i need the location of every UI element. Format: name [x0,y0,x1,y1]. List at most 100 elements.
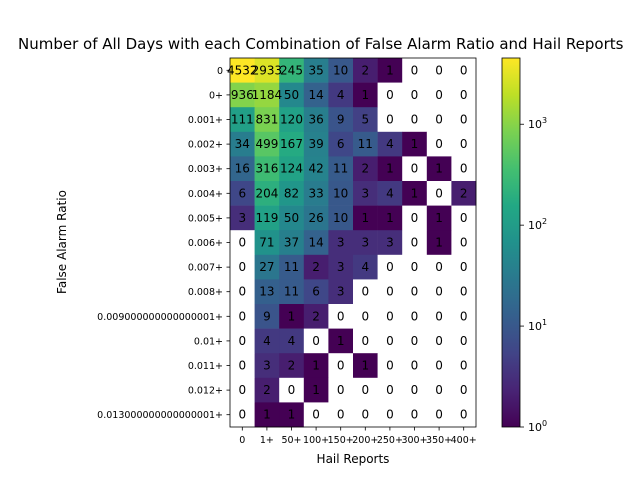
heatmap-cell [303,156,329,182]
heatmap-cell [426,377,452,403]
heatmap-cell [402,230,428,256]
heatmap-cell [353,254,378,280]
heatmap-cell [402,131,428,157]
cell-value-label: 0 [386,88,394,102]
heatmap-cell [353,353,378,379]
heatmap-cell [279,107,305,133]
cell-value-label: 0 [411,285,419,299]
x-tick-label: 150+ [328,435,354,446]
heatmap-cell [402,156,428,182]
cell-value-label: 0 [411,334,419,348]
colorbar-tick-label: 101 [528,318,547,333]
heatmap-cell [426,304,452,329]
cell-value-label: 1 [337,334,345,348]
cell-value-label: 0 [435,334,443,348]
cell-value-label: 2 [312,260,320,274]
heatmap-cell [328,279,354,305]
x-axis-ticks: 0 1+ 50+ 100+150+200+250+300+350+400+ [239,427,477,446]
cell-value-label: 1 [361,88,369,102]
y-tick-label: 0.001+ [188,115,223,126]
heatmap-cell [328,58,354,83]
cell-value-label: 2 [312,309,320,323]
heatmap-cell [279,377,305,403]
cell-value-label: 0 [435,260,443,274]
cell-value-label: 0 [238,309,246,323]
heatmap-cell [451,181,477,206]
heatmap-cell [377,181,403,206]
heatmap-cell [353,82,378,108]
cell-value-label: 0 [460,211,468,225]
heatmap-cell [353,205,378,231]
heatmap-cell [353,131,378,157]
cell-value-label: 204 [255,186,278,200]
cell-value-label: 0 [460,408,468,422]
cell-value-label: 35 [308,63,323,77]
heatmap-cell [451,131,477,157]
heatmap-cell [303,58,329,83]
cell-value-label: 2 [361,162,369,176]
cell-value-label: 0 [460,383,468,397]
cell-value-label: 124 [280,162,303,176]
cell-value-label: 39 [308,137,323,151]
heatmap-cell [279,131,305,157]
heatmap-cell [426,279,452,305]
heatmap-cell [230,107,255,133]
heatmap-cell [402,328,428,354]
cell-value-label: 0 [435,359,443,373]
y-tick-label: 0.004+ [188,189,223,200]
heatmap-cell [254,181,280,206]
heatmap-cell [279,181,305,206]
cell-value-label: 0 [361,285,369,299]
cell-value-label: 10 [333,63,348,77]
heatmap-cell [328,131,354,157]
cell-value-label: 50 [284,211,299,225]
cell-value-label: 71 [259,236,274,250]
heatmap-cell [377,279,403,305]
heatmap-cell [426,254,452,280]
cell-value-label: 1 [312,359,320,373]
cell-value-label: 245 [280,63,303,77]
cell-value-label: 0 [238,359,246,373]
chart-title: Number of All Days with each Combination… [18,35,624,53]
colorbar-tick-label: 100 [528,419,547,434]
cell-value-label: 0 [386,408,394,422]
heatmap-cell [254,377,280,403]
heatmap-cell [402,377,428,403]
cell-value-label: 0 [337,359,345,373]
y-tick-label: 0.013000000000000001+ [97,410,223,421]
heatmap-cell [451,205,477,231]
cell-value-label: 4532 [227,63,258,77]
heatmap-cell [402,304,428,329]
heatmap-cell [254,107,280,133]
cell-value-label: 0 [337,383,345,397]
cell-value-label: 6 [312,285,320,299]
y-tick-label: 0+ [209,90,223,101]
heatmap-cell [402,402,428,428]
heatmap-cell [402,279,428,305]
cell-value-label: 0 [460,137,468,151]
heatmap-cell [328,304,354,329]
y-tick-label: 0.002+ [188,140,223,151]
cell-value-label: 1 [361,359,369,373]
heatmap-cell [328,353,354,379]
heatmap-cell [303,254,329,280]
heatmap-cell [254,328,280,354]
heatmap-cell [402,205,428,231]
heatmap-cell [402,58,428,83]
heatmap-cell [451,82,477,108]
heatmap-cell [353,279,378,305]
heatmap-cell [254,58,280,83]
cell-value-label: 0 [288,383,296,397]
heatmap-cell [279,58,305,83]
cell-value-label: 0 [386,383,394,397]
heatmap-cell [328,82,354,108]
cell-value-label: 1 [411,137,419,151]
cell-value-label: 0 [386,334,394,348]
heatmap-cell [426,156,452,182]
heatmap-cell [230,131,255,157]
cell-value-label: 499 [255,137,278,151]
cell-value-label: 0 [435,285,443,299]
cell-value-label: 0 [411,162,419,176]
